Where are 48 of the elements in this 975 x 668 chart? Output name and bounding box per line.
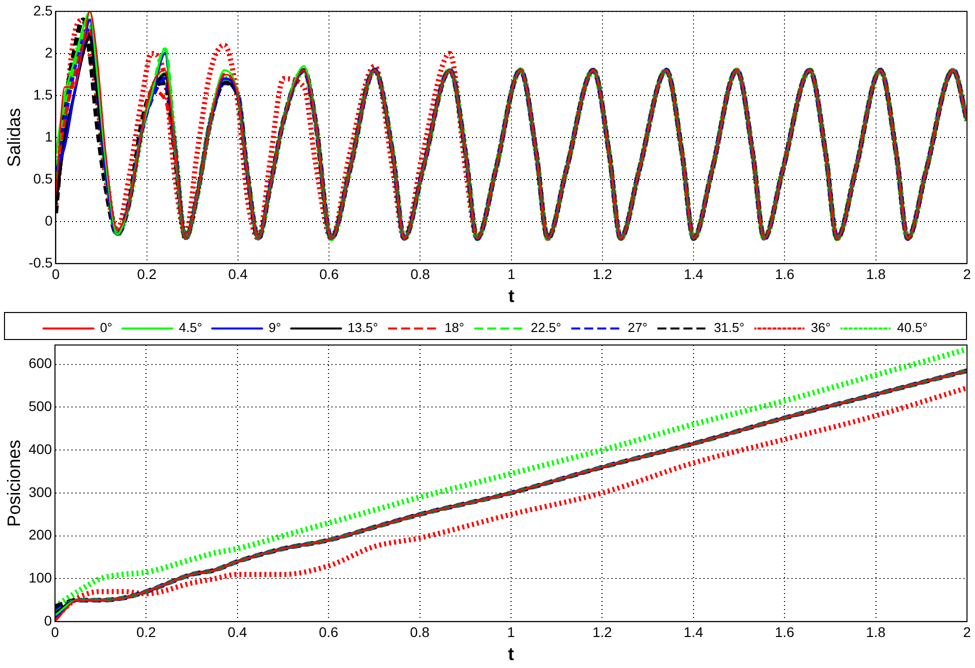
x-tick-label: 1.4 — [684, 266, 704, 282]
x-tick-label: 1.8 — [866, 266, 886, 282]
legend-label: 36° — [810, 320, 831, 336]
legend-label: 27° — [628, 320, 648, 336]
y-axis-title: Posiciones — [4, 440, 24, 527]
x-tick-label: 2 — [963, 624, 972, 640]
y-tick-label: 2 — [44, 44, 53, 60]
y-tick-label: 500 — [28, 398, 52, 414]
legend-label: 18° — [444, 320, 464, 336]
y-tick-label: 0.5 — [33, 170, 53, 186]
y-tick-label: 2.5 — [33, 2, 53, 18]
y-tick-label: -0.5 — [28, 254, 53, 270]
y-tick-label: 1 — [44, 128, 53, 144]
legend-label: 4.5° — [178, 320, 202, 336]
x-tick-label: 0.2 — [136, 624, 156, 640]
x-tick-label: 1.6 — [774, 624, 795, 640]
x-axis-title: t — [508, 644, 514, 664]
x-tick-label: 0.4 — [228, 266, 248, 282]
legend-label: 22.5° — [530, 320, 562, 336]
x-tick-label: 1.8 — [866, 624, 886, 640]
y-tick-label: 0 — [44, 212, 53, 228]
legend-label: 9° — [268, 320, 282, 336]
x-tick-label: 0.4 — [228, 624, 248, 640]
y-tick-label: 300 — [28, 484, 52, 500]
x-tick-label: 1 — [507, 624, 516, 640]
y-tick-label: 100 — [28, 570, 52, 586]
legend-label: 31.5° — [714, 320, 744, 336]
y-tick-label: 0 — [44, 612, 52, 628]
x-tick-label: 0.2 — [137, 266, 157, 282]
x-tick-label: 1.2 — [592, 624, 612, 640]
legend-label: 0° — [100, 320, 112, 336]
y-tick-label: 1.5 — [33, 86, 53, 102]
x-tick-label: 0.6 — [319, 266, 340, 282]
x-tick-label: 1.2 — [592, 266, 612, 282]
x-tick-label: 0.6 — [318, 624, 339, 640]
legend-label: 40.5° — [897, 320, 928, 336]
y-tick-label: 400 — [28, 440, 52, 457]
y-tick-label: 200 — [28, 526, 52, 543]
x-axis-title: t — [508, 286, 514, 306]
x-tick-label: 2 — [963, 266, 972, 282]
y-axis-title: Salidas — [4, 108, 24, 168]
x-tick-label: 1.4 — [684, 624, 704, 640]
x-tick-label: 0.8 — [410, 266, 430, 282]
x-tick-label: 1 — [507, 266, 516, 282]
x-tick-label: 1.6 — [775, 266, 795, 282]
x-tick-label: 0.8 — [410, 624, 430, 640]
y-tick-label: 600 — [28, 355, 52, 372]
legend-label: 13.5° — [348, 320, 378, 336]
